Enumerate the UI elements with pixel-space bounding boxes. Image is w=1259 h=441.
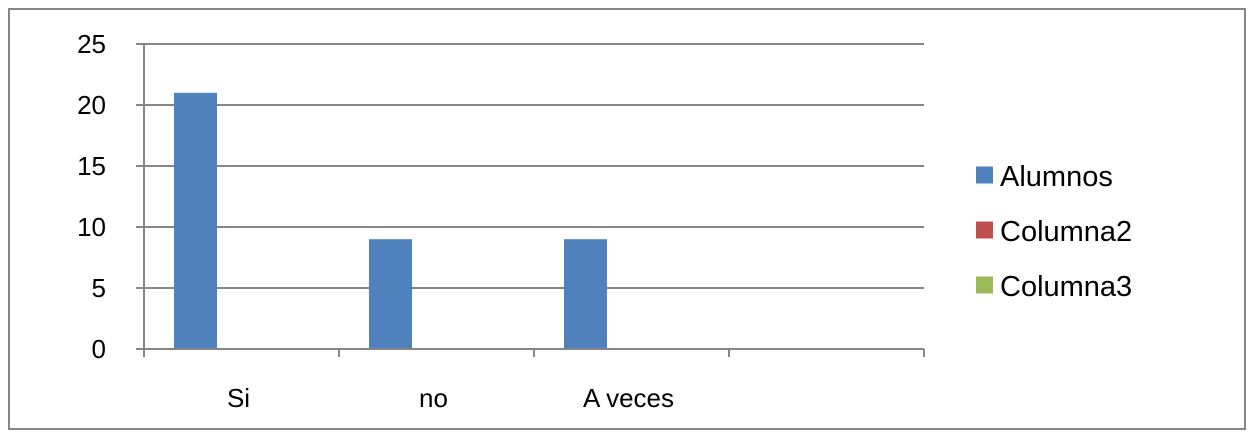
x-category-label: Si: [227, 383, 250, 413]
legend-label: Columna3: [1000, 271, 1132, 303]
legend-label: Alumnos: [1000, 161, 1113, 193]
x-category-label: A veces: [583, 383, 674, 413]
chart-svg: 0 5 10 15 20 25 Si no A veces Alumnos Columna2 Co…: [77, 29, 1132, 413]
y-tick-label: 0: [92, 334, 106, 364]
axes: [136, 43, 925, 357]
y-tick-label: 25: [77, 29, 106, 59]
x-category-labels: Si no A veces: [227, 383, 674, 413]
legend-swatch: [976, 276, 993, 294]
y-tick-label: 5: [92, 273, 106, 303]
y-tick-label: 20: [77, 90, 106, 120]
x-category-label: no: [419, 383, 448, 413]
y-tick-label: 15: [77, 151, 106, 181]
legend-label: Columna2: [1000, 216, 1132, 248]
bar-alumnos-si: [174, 92, 217, 350]
y-tick-labels: 0 5 10 15 20 25: [77, 29, 106, 364]
bars: [174, 92, 607, 350]
chart-frame: 0 5 10 15 20 25 Si no A veces Alumnos Columna2 Co…: [8, 8, 1246, 430]
bar-alumnos-a-veces: [564, 239, 607, 349]
gridlines: [144, 43, 924, 289]
legend-swatch: [976, 221, 993, 239]
y-tick-label: 10: [77, 212, 106, 242]
legend-swatch: [976, 166, 993, 184]
legend: Alumnos Columna2 Columna3: [976, 161, 1132, 303]
bar-alumnos-no: [369, 239, 412, 349]
